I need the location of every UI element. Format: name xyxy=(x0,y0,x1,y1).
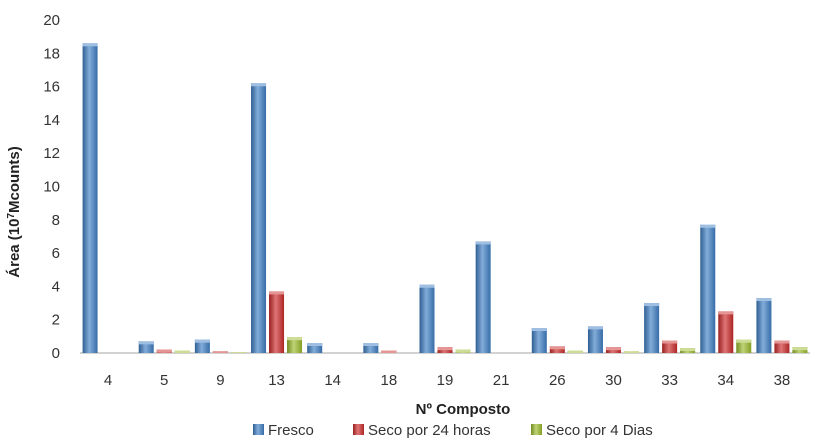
x-tick-label: 26 xyxy=(549,372,566,389)
bar-top-30-series-2 xyxy=(605,347,621,351)
x-tick-label: 13 xyxy=(268,372,285,389)
bar-top-38-series-2 xyxy=(774,340,790,344)
bar-33-series-1 xyxy=(644,303,660,353)
x-tick-label: 34 xyxy=(717,372,734,389)
svg-text:Área (107Mcounts): Área (107Mcounts) xyxy=(6,146,24,277)
y-axis-title-end: Mcounts) xyxy=(6,146,23,213)
bar-30-series-1 xyxy=(587,326,603,353)
x-tick-label: 4 xyxy=(104,372,112,389)
x-tick-label: 5 xyxy=(160,372,168,389)
bar-38-series-1 xyxy=(756,298,772,353)
bar-top-18-series-1 xyxy=(363,343,379,347)
bar-top-4-series-1 xyxy=(82,43,98,47)
bar-34-series-2 xyxy=(718,311,734,353)
bar-top-9-series-2 xyxy=(212,351,228,353)
bar-top-13-series-1 xyxy=(251,83,267,87)
bar-top-26-series-3 xyxy=(567,350,583,353)
legend-label-series-2: Seco por 24 horas xyxy=(368,422,491,439)
y-axis-title-superscript: 7 xyxy=(6,213,17,219)
legend-swatch-series-1 xyxy=(253,424,264,435)
bar-top-26-series-2 xyxy=(549,346,565,350)
y-tick-label: 20 xyxy=(43,12,60,29)
bar-top-9-series-3 xyxy=(230,352,246,353)
bar-top-26-series-1 xyxy=(531,328,547,332)
bar-top-33-series-1 xyxy=(644,303,660,307)
bar-top-30-series-3 xyxy=(623,351,639,353)
legend-swatch-series-3 xyxy=(531,424,542,435)
bar-26-series-2 xyxy=(549,346,565,353)
legend-swatch-series-2 xyxy=(353,424,364,435)
bar-top-18-series-2 xyxy=(381,350,397,353)
bar-top-30-series-1 xyxy=(587,326,603,330)
legend-label-series-3: Seco por 4 Dias xyxy=(546,422,653,439)
bar-top-19-series-1 xyxy=(419,284,435,288)
bar-18-series-1 xyxy=(363,343,379,353)
x-tick-label: 9 xyxy=(216,372,224,389)
y-tick-label: 18 xyxy=(43,45,60,62)
x-tick-label: 19 xyxy=(437,372,454,389)
bar-19-series-1 xyxy=(419,284,435,353)
bar-38-series-2 xyxy=(774,340,790,353)
bar-top-38-series-1 xyxy=(756,298,772,302)
bar-top-19-series-3 xyxy=(455,349,471,353)
bar-26-series-1 xyxy=(531,328,547,353)
bar-top-13-series-3 xyxy=(287,337,303,341)
bar-top-34-series-1 xyxy=(700,224,716,228)
bar-top-21-series-1 xyxy=(475,241,491,245)
x-tick-label: 30 xyxy=(605,372,622,389)
y-tick-label: 4 xyxy=(52,278,60,295)
y-tick-label: 12 xyxy=(43,145,60,162)
bar-14-series-1 xyxy=(307,343,323,353)
y-tick-label: 14 xyxy=(43,112,60,129)
y-tick-label: 10 xyxy=(43,179,60,196)
bar-9-series-1 xyxy=(194,339,210,353)
bar-top-5-series-3 xyxy=(174,350,190,353)
x-tick-label: 33 xyxy=(661,372,678,389)
y-tick-label: 16 xyxy=(43,79,60,96)
x-tick-label: 38 xyxy=(774,372,791,389)
legend-label-series-1: Fresco xyxy=(268,422,314,439)
x-axis-ticks: 4 5 9 13 14 18 19 21 26 30 33 34 38 xyxy=(104,372,790,389)
x-tick-label: 18 xyxy=(381,372,398,389)
bar-5-series-1 xyxy=(138,341,154,353)
bar-top-33-series-2 xyxy=(662,340,678,344)
y-axis-title: Área (107Mcounts) xyxy=(6,146,24,277)
bar-13-series-2 xyxy=(269,291,285,353)
bar-top-5-series-1 xyxy=(138,341,154,345)
y-axis-ticks: 0 2 4 6 8 10 12 14 16 18 20 xyxy=(43,12,60,362)
bar-13-series-1 xyxy=(251,83,267,354)
x-tick-label: 21 xyxy=(493,372,510,389)
bar-34-series-1 xyxy=(700,224,716,353)
bar-top-34-series-2 xyxy=(718,311,734,315)
y-axis-title-main: Área (10 xyxy=(6,219,23,278)
y-tick-label: 0 xyxy=(52,345,60,362)
bar-top-33-series-3 xyxy=(680,348,696,352)
bar-top-13-series-2 xyxy=(269,291,285,295)
bar-33-series-2 xyxy=(662,340,678,353)
x-axis-title: Nº Composto xyxy=(416,401,511,418)
y-tick-label: 2 xyxy=(52,312,60,329)
y-tick-label: 6 xyxy=(52,245,60,262)
x-tick-label: 14 xyxy=(324,372,341,389)
bar-top-14-series-1 xyxy=(307,343,323,347)
bar-top-19-series-2 xyxy=(437,347,453,351)
bar-34-series-3 xyxy=(736,339,752,353)
bar-4-series-1 xyxy=(82,43,98,354)
bar-top-34-series-3 xyxy=(736,339,752,343)
bar-top-5-series-2 xyxy=(156,349,172,353)
legend: Fresco Seco por 24 horas Seco por 4 Dias xyxy=(253,422,653,439)
bar-13-series-3 xyxy=(287,337,303,353)
bar-21-series-1 xyxy=(475,241,491,353)
bar-top-9-series-1 xyxy=(194,339,210,343)
y-tick-label: 8 xyxy=(52,212,60,229)
bars xyxy=(82,43,808,354)
bar-top-38-series-3 xyxy=(792,347,808,351)
